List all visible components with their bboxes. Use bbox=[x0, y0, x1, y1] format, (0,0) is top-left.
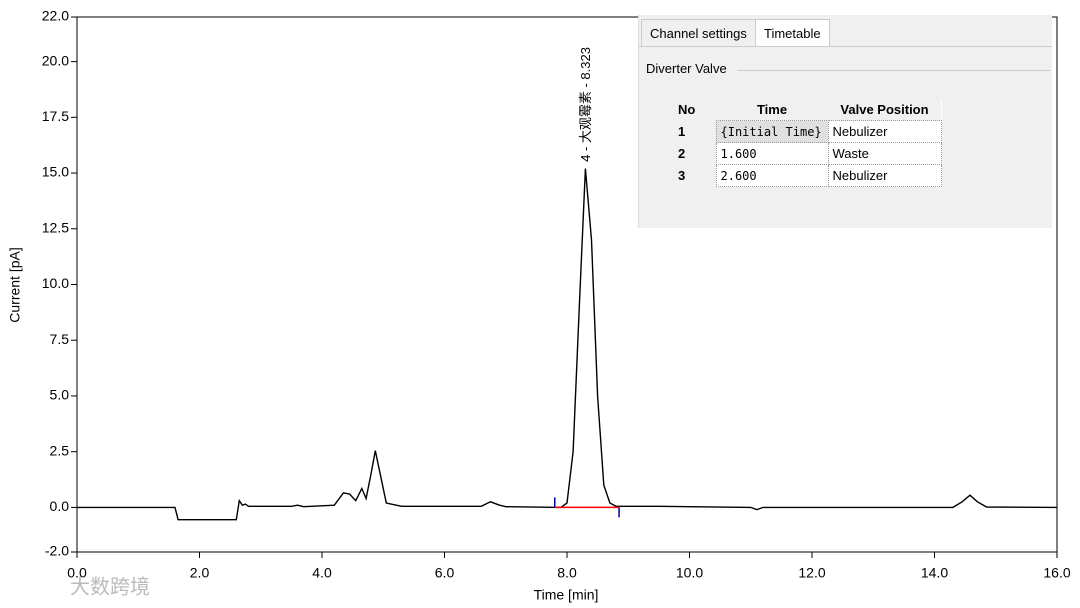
table-cell[interactable]: 1.600 bbox=[715, 142, 829, 165]
table-row[interactable]: 3 2.600 Nebulizer bbox=[674, 164, 942, 187]
x-axis-label: Time [min] bbox=[534, 587, 599, 603]
table-cell[interactable]: 2 bbox=[674, 142, 716, 165]
x-tick-label: 4.0 bbox=[312, 565, 332, 581]
y-tick-label: 5.0 bbox=[50, 387, 70, 403]
table-cell[interactable]: {Initial Time} bbox=[715, 120, 829, 143]
y-tick-label: 20.0 bbox=[42, 52, 69, 68]
table-row[interactable]: 1 {Initial Time} Nebulizer bbox=[674, 120, 942, 143]
table-cell[interactable]: Nebulizer bbox=[827, 120, 942, 143]
header-cell: Time bbox=[716, 99, 828, 121]
x-tick-label: 10.0 bbox=[676, 565, 703, 581]
y-tick-label: 0.0 bbox=[50, 498, 70, 514]
x-tick-label: 0.0 bbox=[67, 565, 87, 581]
y-axis-label: Current [pA] bbox=[7, 247, 23, 322]
x-tick-label: 6.0 bbox=[435, 565, 455, 581]
y-tick-label: 10.0 bbox=[42, 275, 69, 291]
table-cell[interactable]: Nebulizer bbox=[827, 164, 942, 187]
x-tick-label: 16.0 bbox=[1043, 565, 1070, 581]
tab[interactable]: Timetable bbox=[755, 19, 830, 46]
y-tick-label: 7.5 bbox=[50, 331, 70, 347]
y-tick-label: 22.0 bbox=[42, 8, 69, 24]
y-tick-label: 12.5 bbox=[42, 219, 69, 235]
x-tick-label: 8.0 bbox=[557, 565, 577, 581]
table-cell[interactable]: Waste bbox=[827, 142, 942, 165]
timetable: No Time Valve Position 1 {Initial Time} Ne… bbox=[674, 99, 942, 187]
y-tick-label: 2.5 bbox=[50, 442, 70, 458]
header-cell: No bbox=[674, 99, 716, 121]
header-cell: Valve Position bbox=[828, 99, 941, 121]
tab-line bbox=[639, 46, 1052, 47]
watermark: 大数跨境 bbox=[70, 575, 150, 598]
peak-label: 4 - 大观霉素 - 8.323 bbox=[578, 47, 593, 162]
y-tick-label: -2.0 bbox=[45, 543, 69, 559]
group-line bbox=[737, 70, 1050, 71]
group-label: Diverter Valve bbox=[646, 61, 727, 76]
x-tick-label: 2.0 bbox=[190, 565, 210, 581]
table-cell[interactable]: 1 bbox=[674, 120, 716, 143]
table-cell[interactable]: 2.600 bbox=[715, 164, 829, 187]
y-tick-label: 15.0 bbox=[42, 164, 69, 180]
settings-panel: Channel settings Timetable Diverter Valv… bbox=[638, 15, 1052, 228]
x-tick-label: 12.0 bbox=[798, 565, 825, 581]
x-tick-label: 14.0 bbox=[921, 565, 948, 581]
table-row[interactable]: 2 1.600 Waste bbox=[674, 142, 942, 165]
table-cell[interactable]: 3 bbox=[674, 164, 716, 187]
tab[interactable]: Channel settings bbox=[641, 19, 756, 46]
y-tick-label: 17.5 bbox=[42, 108, 69, 124]
trace bbox=[77, 168, 1058, 521]
header-row: No Time Valve Position bbox=[674, 99, 941, 121]
